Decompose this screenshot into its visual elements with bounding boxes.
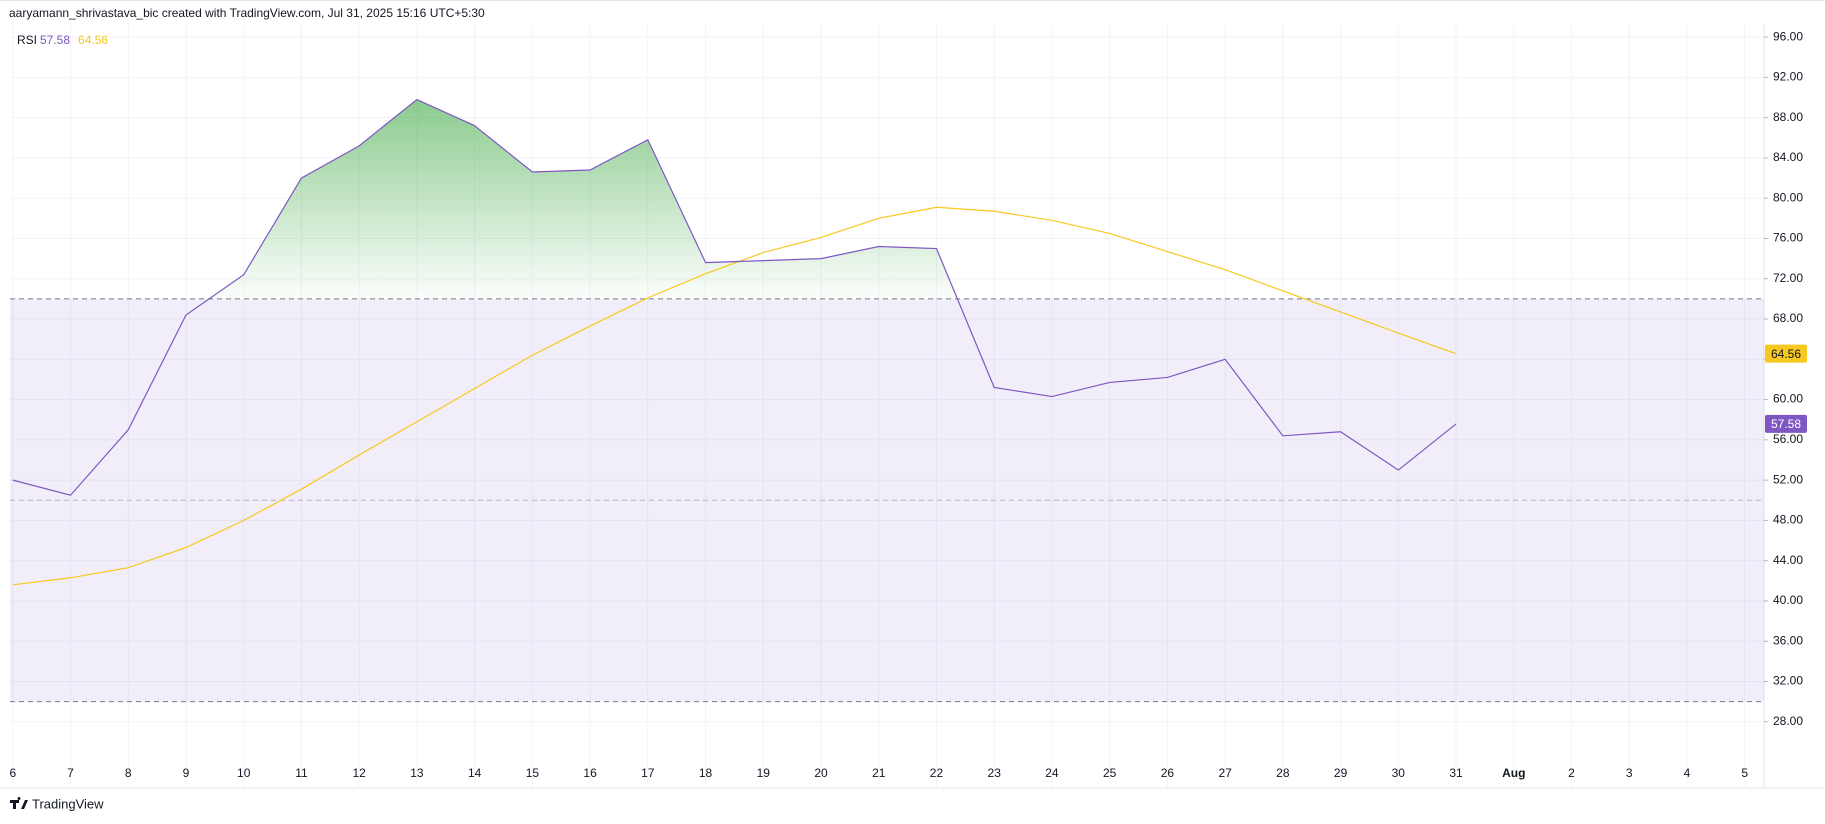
x-tick-label: 20 bbox=[814, 766, 828, 780]
series-line bbox=[12, 206, 1457, 586]
x-tick-label: 27 bbox=[1218, 766, 1232, 780]
x-tick-label: 24 bbox=[1045, 766, 1059, 780]
y-tick-label: 28.00 bbox=[1773, 714, 1803, 728]
x-tick-label: 3 bbox=[1626, 766, 1633, 780]
x-tick-label: 13 bbox=[410, 766, 424, 780]
x-tick-label: 8 bbox=[125, 766, 132, 780]
x-tick-label: 22 bbox=[930, 766, 944, 780]
price-badge-label: 57.58 bbox=[1771, 417, 1801, 431]
y-tick-label: 80.00 bbox=[1773, 190, 1803, 204]
y-tick-label: 52.00 bbox=[1773, 472, 1803, 486]
x-tick-label: 7 bbox=[67, 766, 74, 780]
price-badge bbox=[1765, 414, 1807, 433]
x-tick-label: 4 bbox=[1684, 766, 1691, 780]
x-tick-label: 2 bbox=[1568, 766, 1575, 780]
x-tick-label: 19 bbox=[757, 766, 771, 780]
series-line bbox=[12, 98, 1457, 496]
x-tick-label: 6 bbox=[9, 766, 16, 780]
x-tick-label: 31 bbox=[1449, 766, 1463, 780]
x-tick-label: 12 bbox=[353, 766, 367, 780]
x-tick-label: 26 bbox=[1161, 766, 1175, 780]
y-tick-label: 72.00 bbox=[1773, 271, 1803, 285]
x-tick-label: 29 bbox=[1334, 766, 1348, 780]
x-tick-label: 28 bbox=[1276, 766, 1290, 780]
x-tick-label: 25 bbox=[1103, 766, 1117, 780]
y-tick-label: 48.00 bbox=[1773, 513, 1803, 527]
y-tick-label: 76.00 bbox=[1773, 231, 1803, 245]
logo-text: TradingView bbox=[32, 796, 104, 811]
overbought-fill bbox=[12, 99, 1457, 299]
x-tick-label: 14 bbox=[468, 766, 482, 780]
price-badge-label: 64.56 bbox=[1771, 347, 1801, 361]
x-tick-label: 21 bbox=[872, 766, 886, 780]
y-tick-label: 56.00 bbox=[1773, 432, 1803, 446]
price-badge bbox=[1765, 344, 1807, 363]
y-tick-label: 96.00 bbox=[1773, 29, 1803, 43]
y-tick-label: 92.00 bbox=[1773, 70, 1803, 84]
y-tick-label: 40.00 bbox=[1773, 593, 1803, 607]
y-tick-label: 68.00 bbox=[1773, 311, 1803, 325]
legend-value: 64.56 bbox=[78, 33, 108, 47]
x-tick-label: 9 bbox=[183, 766, 190, 780]
y-tick-label: 84.00 bbox=[1773, 150, 1803, 164]
x-tick-label: 18 bbox=[699, 766, 713, 780]
legend: RSI 57.58 64.56 bbox=[17, 33, 108, 47]
x-tick-label: Aug bbox=[1502, 766, 1525, 780]
legend-name: RSI bbox=[17, 33, 37, 47]
attribution: aaryamann_shrivastava_bic created with T… bbox=[9, 6, 485, 20]
logo-icon bbox=[10, 797, 28, 809]
x-tick-label: 30 bbox=[1392, 766, 1406, 780]
x-tick-label: 15 bbox=[526, 766, 540, 780]
plot-area: 28.00 32.00 36.00 40.00 44.00 48.00 52.00 56.00… bbox=[9, 23, 1807, 788]
logo: TradingView bbox=[10, 796, 104, 811]
x-tick-label: 17 bbox=[641, 766, 655, 780]
y-tick-label: 32.00 bbox=[1773, 674, 1803, 688]
y-tick-label: 60.00 bbox=[1773, 392, 1803, 406]
x-tick-label: 10 bbox=[237, 766, 251, 780]
x-tick-label: 11 bbox=[295, 766, 308, 780]
y-tick-label: 88.00 bbox=[1773, 110, 1803, 124]
y-tick-label: 44.00 bbox=[1773, 553, 1803, 567]
y-tick-label: 36.00 bbox=[1773, 633, 1803, 647]
x-tick-label: 16 bbox=[583, 766, 597, 780]
legend-value: 57.58 bbox=[40, 33, 70, 47]
x-tick-label: 23 bbox=[988, 766, 1002, 780]
x-tick-label: 5 bbox=[1741, 766, 1748, 780]
